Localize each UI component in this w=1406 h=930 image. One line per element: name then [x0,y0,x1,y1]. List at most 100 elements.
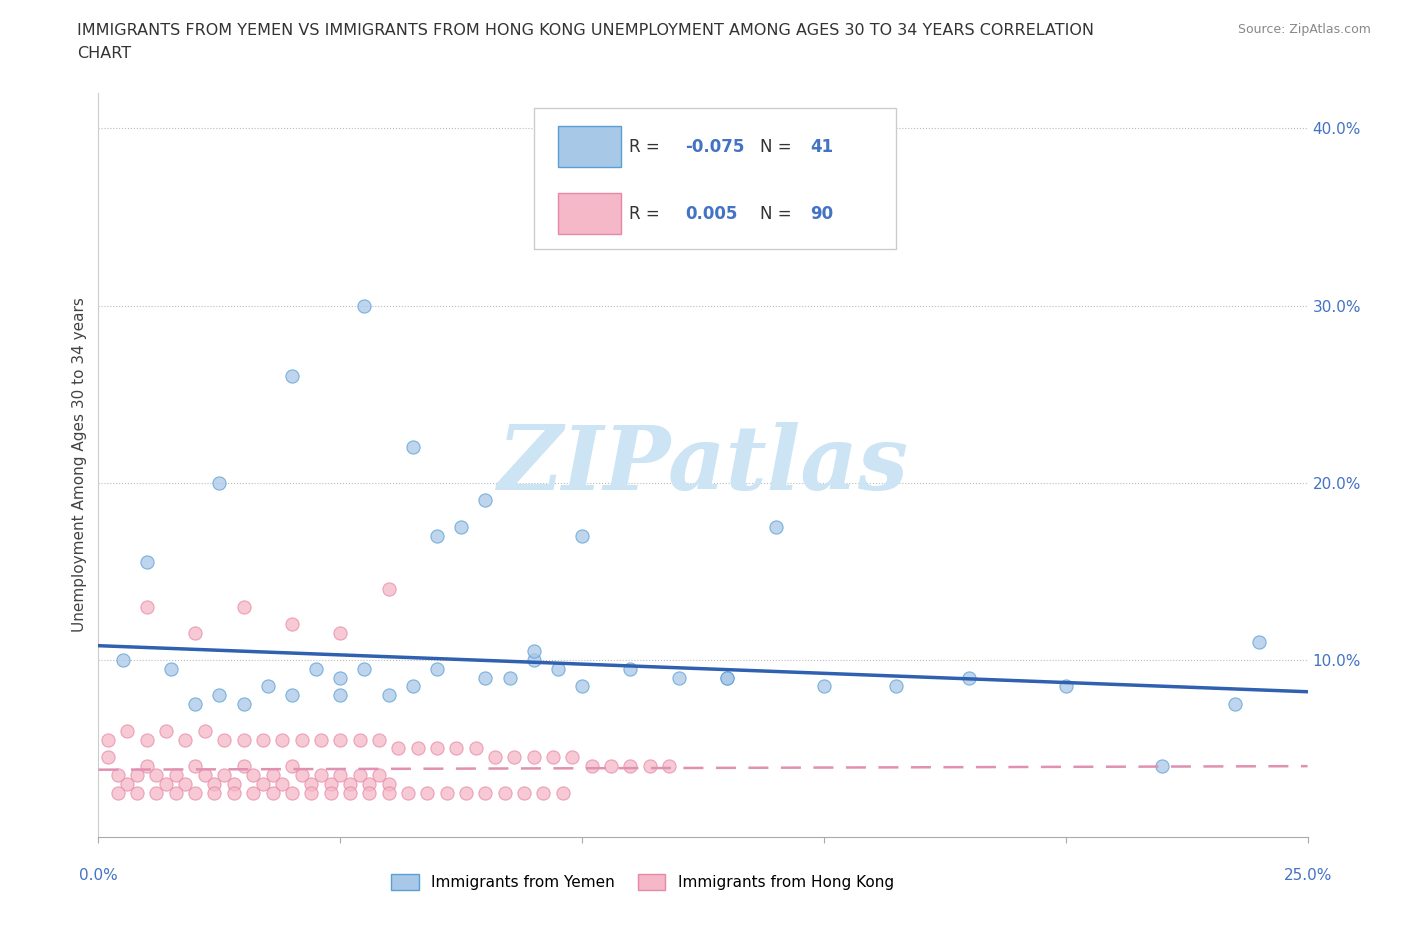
Point [426,741,449,756]
Point [212,732,235,747]
Point [256,679,278,694]
Point [155,777,177,791]
Point [127,767,149,782]
Point [716,671,738,685]
Point [208,475,231,490]
Point [281,785,304,800]
Point [281,617,304,631]
Point [117,777,139,791]
Point [474,493,496,508]
Point [174,732,197,747]
Point [571,679,593,694]
Text: 90: 90 [811,205,834,223]
Point [194,767,217,782]
Point [339,777,361,791]
Point [232,759,254,774]
Point [165,785,187,800]
Point [368,767,391,782]
Text: N =: N = [759,138,797,156]
Text: CHART: CHART [77,46,131,61]
Point [531,785,554,800]
Point [281,759,304,774]
Point [232,697,254,711]
Point [290,732,312,747]
Point [222,777,245,791]
Point [464,741,486,756]
Point [329,626,352,641]
Point [600,759,623,774]
Point [377,785,399,800]
Point [1054,679,1077,694]
Point [271,777,294,791]
Point [353,299,375,313]
Point [319,777,342,791]
Point [309,732,332,747]
FancyBboxPatch shape [534,108,897,249]
Point [232,599,254,614]
Point [387,741,409,756]
Text: -0.075: -0.075 [685,138,744,156]
Text: ZIPatlas: ZIPatlas [498,421,908,509]
Point [160,661,183,676]
Point [619,759,641,774]
Point [135,555,157,570]
Point [262,767,284,782]
Point [145,785,167,800]
Point [194,724,217,738]
Point [494,785,516,800]
Text: IMMIGRANTS FROM YEMEN VS IMMIGRANTS FROM HONG KONG UNEMPLOYMENT AMONG AGES 30 TO: IMMIGRANTS FROM YEMEN VS IMMIGRANTS FROM… [77,23,1094,38]
Point [368,732,391,747]
Point [135,599,157,614]
Point [406,741,429,756]
Point [571,528,593,543]
Point [349,767,371,782]
Point [658,759,681,774]
Point [184,785,207,800]
Point [329,688,352,703]
Point [97,732,120,747]
Point [1152,759,1174,774]
Point [165,767,187,782]
Point [107,767,129,782]
FancyBboxPatch shape [558,126,621,167]
Point [290,767,312,782]
Point [454,785,477,800]
Point [377,688,399,703]
Point [402,679,425,694]
Point [484,750,506,764]
Point [117,724,139,738]
Point [396,785,419,800]
Point [252,777,274,791]
Point [1223,697,1246,711]
Point [184,626,207,641]
Text: 0.005: 0.005 [685,205,737,223]
Point [503,750,526,764]
Point [242,767,264,782]
Point [184,697,207,711]
Point [474,785,496,800]
Point [1249,634,1271,649]
Point [581,759,603,774]
Point [329,767,352,782]
Point [174,777,197,791]
Point [716,671,738,685]
Point [523,644,546,658]
Point [349,732,371,747]
Point [561,750,583,764]
Point [668,671,690,685]
Text: R =: R = [630,205,665,223]
Point [547,661,569,676]
Point [353,661,375,676]
Point [111,653,134,668]
Point [436,785,458,800]
Text: 0.0%: 0.0% [79,868,118,883]
Point [212,767,235,782]
Point [359,785,381,800]
Point [305,661,328,676]
Point [281,688,304,703]
Point [523,750,546,764]
Point [204,777,226,791]
Point [329,671,352,685]
Point [377,777,399,791]
Point [638,759,661,774]
